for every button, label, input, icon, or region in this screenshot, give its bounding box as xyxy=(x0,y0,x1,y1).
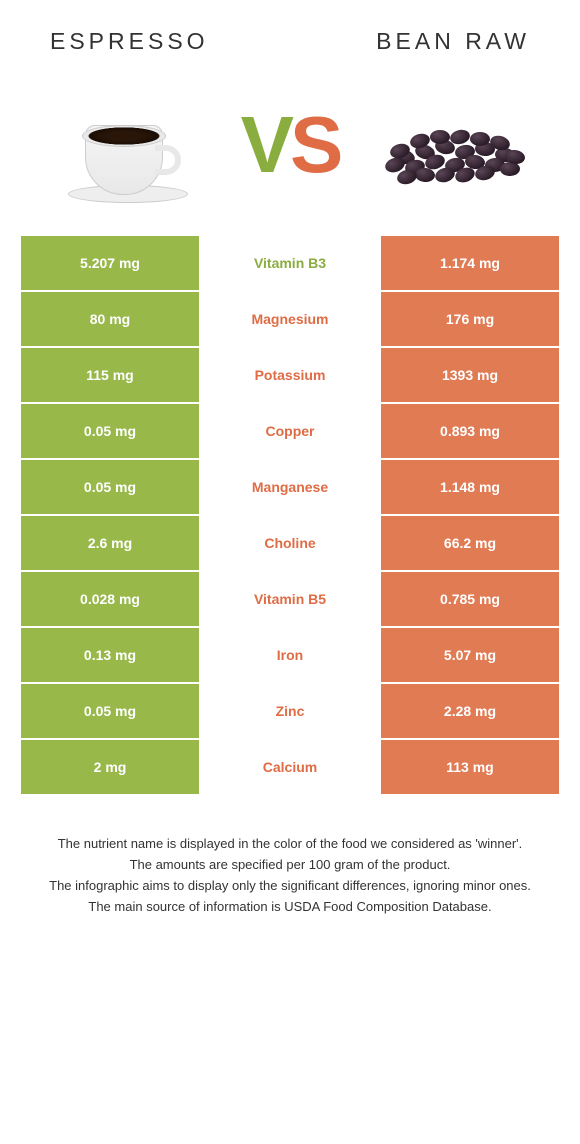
value-left: 5.207 mg xyxy=(20,235,200,291)
value-left: 2 mg xyxy=(20,739,200,795)
value-left: 0.05 mg xyxy=(20,683,200,739)
espresso-image xyxy=(30,85,231,205)
footnote-line: The main source of information is USDA F… xyxy=(40,898,540,917)
table-row: 80 mgMagnesium176 mg xyxy=(20,291,560,347)
nutrient-name: Choline xyxy=(200,515,380,571)
table-row: 0.05 mgZinc2.28 mg xyxy=(20,683,560,739)
value-right: 0.785 mg xyxy=(380,571,560,627)
nutrient-name: Manganese xyxy=(200,459,380,515)
table-row: 2 mgCalcium113 mg xyxy=(20,739,560,795)
value-left: 80 mg xyxy=(20,291,200,347)
table-row: 0.028 mgVitamin B50.785 mg xyxy=(20,571,560,627)
nutrient-name: Vitamin B3 xyxy=(200,235,380,291)
value-right: 113 mg xyxy=(380,739,560,795)
title-right: BEAN RAW xyxy=(376,28,530,55)
nutrient-name: Magnesium xyxy=(200,291,380,347)
value-right: 1393 mg xyxy=(380,347,560,403)
footnote-line: The amounts are specified per 100 gram o… xyxy=(40,856,540,875)
table-row: 0.05 mgManganese1.148 mg xyxy=(20,459,560,515)
vs-label: VS xyxy=(241,99,340,191)
value-right: 1.148 mg xyxy=(380,459,560,515)
hero-row: VS xyxy=(0,65,580,235)
nutrient-name: Calcium xyxy=(200,739,380,795)
value-left: 115 mg xyxy=(20,347,200,403)
value-right: 66.2 mg xyxy=(380,515,560,571)
title-left: ESPRESSO xyxy=(50,28,209,55)
value-right: 1.174 mg xyxy=(380,235,560,291)
vs-s: S xyxy=(290,99,339,191)
nutrient-name: Iron xyxy=(200,627,380,683)
infographic-container: ESPRESSO BEAN RAW VS 5.207 mgVitamin B31… xyxy=(0,0,580,938)
header: ESPRESSO BEAN RAW xyxy=(0,0,580,65)
value-left: 0.13 mg xyxy=(20,627,200,683)
table-row: 2.6 mgCholine66.2 mg xyxy=(20,515,560,571)
value-right: 5.07 mg xyxy=(380,627,560,683)
value-right: 176 mg xyxy=(380,291,560,347)
nutrient-table: 5.207 mgVitamin B31.174 mg80 mgMagnesium… xyxy=(20,235,560,795)
nutrient-name: Copper xyxy=(200,403,380,459)
value-right: 0.893 mg xyxy=(380,403,560,459)
footnotes: The nutrient name is displayed in the co… xyxy=(0,795,580,938)
value-left: 0.05 mg xyxy=(20,403,200,459)
nutrient-name: Potassium xyxy=(200,347,380,403)
value-left: 0.028 mg xyxy=(20,571,200,627)
table-row: 5.207 mgVitamin B31.174 mg xyxy=(20,235,560,291)
value-right: 2.28 mg xyxy=(380,683,560,739)
bean-image xyxy=(349,100,550,190)
value-left: 0.05 mg xyxy=(20,459,200,515)
nutrient-name: Zinc xyxy=(200,683,380,739)
table-row: 0.13 mgIron5.07 mg xyxy=(20,627,560,683)
table-row: 0.05 mgCopper0.893 mg xyxy=(20,403,560,459)
footnote-line: The nutrient name is displayed in the co… xyxy=(40,835,540,854)
nutrient-name: Vitamin B5 xyxy=(200,571,380,627)
footnote-line: The infographic aims to display only the… xyxy=(40,877,540,896)
table-row: 115 mgPotassium1393 mg xyxy=(20,347,560,403)
value-left: 2.6 mg xyxy=(20,515,200,571)
vs-v: V xyxy=(241,99,290,191)
